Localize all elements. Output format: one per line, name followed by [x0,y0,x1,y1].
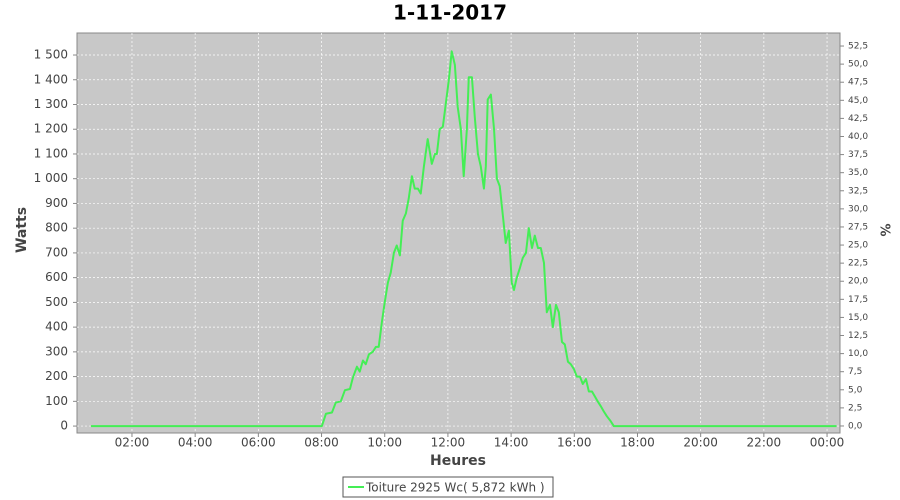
y2-tick-label: 35,0 [848,168,868,178]
x-tick-label: 00:00 [810,436,845,450]
y2-tick-label: 42,5 [848,114,868,124]
y2-tick-label: 7,5 [848,367,862,377]
y-tick-label: 0 [60,419,68,433]
y-tick-label: 900 [45,196,68,210]
chart-title: 1-11-2017 [393,1,507,25]
y-tick-label: 800 [45,221,68,235]
legend-label: Toiture 2925 Wc( 5,872 kWh ) [365,481,545,495]
series-line [90,50,837,428]
y2-tick-label: 50,0 [848,60,868,70]
y-tick-label: 1 100 [34,146,68,160]
plot-area [76,32,841,434]
legend-box [342,476,554,498]
y-tick-label: 300 [45,344,68,358]
x-tick-label: 10:00 [367,436,402,450]
y2-tick-label: 15,0 [848,313,868,323]
y2-tick-label: 17,5 [848,295,868,305]
y2-tick-label: 25,0 [848,241,868,251]
y2-tick-label: 22,5 [848,259,868,269]
y-tick-label: 100 [45,394,68,408]
x-axis-label: Heures [430,453,486,469]
y2-tick-label: 20,0 [848,277,868,287]
y2-tick-label: 47,5 [848,78,868,88]
y2-tick-label: 10,0 [848,349,868,359]
y2-axis-label: % [877,223,892,236]
x-tick-label: 16:00 [557,436,592,450]
y2-tick-label: 37,5 [848,150,868,160]
x-tick-label: 14:00 [494,436,529,450]
y2-tick-label: 27,5 [848,222,868,232]
y2-tick-label: 30,0 [848,204,868,214]
y2-tick-label: 32,5 [848,186,868,196]
y2-tick-label: 5,0 [848,385,863,395]
x-tick-label: 20:00 [683,436,718,450]
y2-tick-label: 12,5 [848,331,868,341]
y2-tick-label: 2,5 [848,403,862,413]
legend [342,476,554,498]
y2-tick-label: 45,0 [848,96,868,106]
y-tick-label: 600 [45,270,68,284]
y-tick-label: 200 [45,369,68,383]
y2-tick-label: 40,0 [848,132,868,142]
x-tick-label: 04:00 [178,436,213,450]
y-tick-label: 1 300 [34,97,68,111]
x-tick-label: 06:00 [241,436,276,450]
y2-tick-label: 52,5 [848,42,868,52]
y2-tick-label: 0,0 [848,421,863,431]
x-tick-label: 12:00 [431,436,466,450]
y-axis-label: Watts [14,207,30,253]
y-tick-label: 500 [45,295,68,309]
y-tick-label: 400 [45,320,68,334]
y-tick-label: 1 200 [34,122,68,136]
y-tick-label: 700 [45,245,68,259]
y-tick-label: 1 500 [34,48,68,62]
y-tick-label: 1 400 [34,72,68,86]
x-tick-label: 22:00 [747,436,782,450]
x-tick-label: 02:00 [115,436,150,450]
x-tick-label: 18:00 [620,436,655,450]
x-tick-label: 08:00 [304,436,339,450]
y-tick-label: 1 000 [34,171,68,185]
